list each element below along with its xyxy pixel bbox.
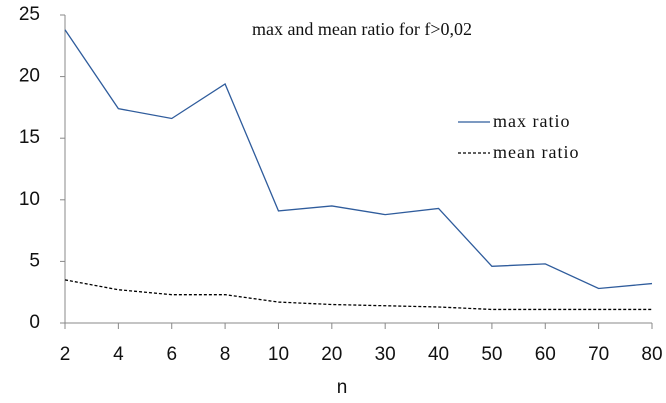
- series-line: [64, 29, 653, 290]
- x-tick-label: 6: [166, 344, 177, 365]
- y-tick-label: 25: [19, 4, 40, 25]
- legend-label: mean ratio: [493, 142, 579, 162]
- x-tick-label: 2: [60, 344, 71, 365]
- x-tick-label: 20: [321, 344, 342, 365]
- x-tick-label: 10: [268, 344, 289, 365]
- series-line: [64, 279, 652, 311]
- y-tick-label: 5: [29, 250, 40, 271]
- x-tick-label: 60: [535, 344, 556, 365]
- y-tick-label: 15: [19, 127, 40, 148]
- chart-title: max and mean ratio for f>0,02: [252, 19, 472, 39]
- legend-label: max ratio: [493, 111, 570, 131]
- x-tick-label: 4: [113, 344, 124, 365]
- x-tick-label: 8: [220, 344, 231, 365]
- y-tick-label: 0: [29, 312, 40, 333]
- x-tick-label: 30: [375, 344, 396, 365]
- y-tick-label: 10: [19, 189, 40, 210]
- x-axis-label: n: [337, 377, 348, 398]
- y-tick-label: 20: [19, 66, 40, 87]
- x-tick-label: 70: [588, 344, 609, 365]
- x-tick-label: 50: [481, 344, 502, 365]
- x-tick-label: 40: [428, 344, 449, 365]
- x-tick-label: 80: [641, 344, 662, 365]
